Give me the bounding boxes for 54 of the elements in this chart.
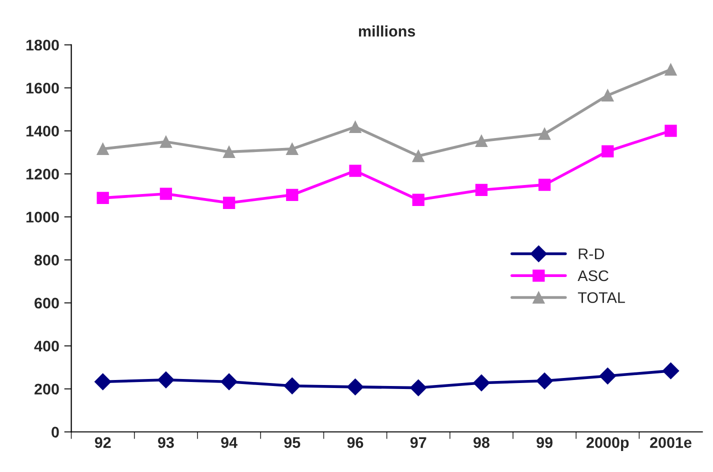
x-tick-label: 2001e — [650, 437, 692, 448]
x-tick-label: 92 — [94, 437, 111, 448]
y-tick-label: 200 — [34, 384, 59, 395]
point — [349, 164, 362, 177]
point — [96, 192, 109, 204]
point — [475, 134, 488, 148]
point — [286, 142, 298, 155]
x-tick-label: 95 — [284, 437, 300, 448]
y-tick-label: 1600 — [26, 82, 59, 94]
y-tick-label: 1400 — [26, 126, 59, 137]
point — [599, 368, 616, 384]
x-tick-label: 98 — [473, 437, 490, 448]
point — [220, 373, 238, 390]
x-tick-label: 2000p — [586, 437, 629, 451]
point — [158, 371, 174, 388]
point — [538, 128, 551, 140]
point — [284, 377, 301, 394]
x-tick-label: 96 — [347, 437, 364, 448]
point — [602, 145, 614, 158]
chart-title: millions — [358, 25, 416, 37]
point — [94, 373, 112, 390]
legend-label: ASC — [578, 270, 608, 282]
legend-label: R-D — [578, 248, 604, 260]
point — [475, 184, 488, 196]
point — [662, 362, 680, 380]
x-tick-label: 97 — [410, 437, 426, 448]
y-tick-label: 1000 — [26, 212, 59, 223]
x-tick-label: 99 — [536, 437, 552, 448]
y-tick-label: 400 — [34, 340, 59, 352]
point — [160, 136, 172, 148]
point — [286, 188, 298, 201]
point — [222, 196, 236, 209]
point — [536, 372, 553, 390]
point — [160, 188, 172, 200]
point — [349, 120, 362, 134]
y-tick-label: 800 — [34, 254, 59, 266]
legend-label: TOTAL — [578, 292, 625, 304]
y-tick-label: 1800 — [26, 40, 59, 51]
x-tick-label: 93 — [158, 437, 174, 448]
point — [96, 142, 109, 155]
point — [664, 124, 677, 137]
point — [412, 194, 424, 206]
point — [538, 178, 551, 191]
point — [346, 378, 364, 396]
point — [412, 150, 424, 162]
x-tick-label: 94 — [221, 437, 238, 448]
y-tick-label: 0 — [52, 426, 59, 438]
y-tick-label: 1200 — [26, 168, 59, 180]
y-tick-label: 600 — [34, 298, 59, 309]
point — [664, 63, 677, 76]
point — [602, 89, 614, 102]
point — [410, 379, 427, 396]
point — [473, 374, 490, 392]
point — [222, 146, 236, 158]
